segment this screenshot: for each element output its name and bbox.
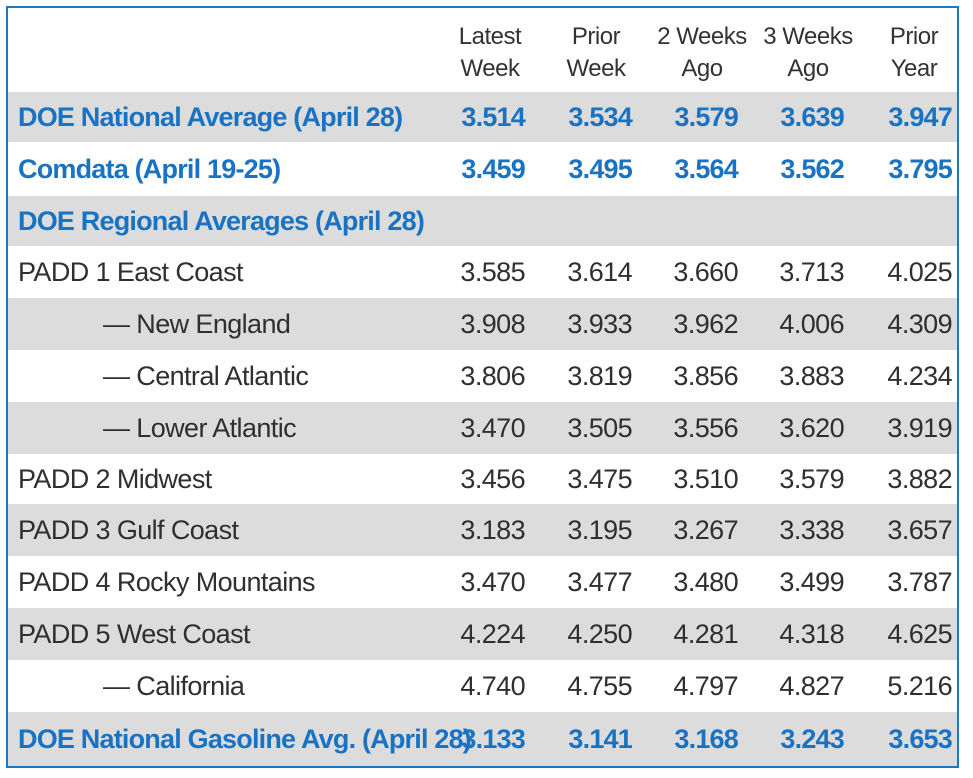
cell-prior-week: 4.755 [567, 670, 632, 701]
cell-prior-week: 3.475 [567, 463, 632, 494]
row-label: DOE National Gasoline Avg. (April 28) [18, 723, 472, 754]
cell-3-weeks-ago: 3.243 [780, 723, 844, 754]
cell-prior-week: 3.495 [568, 153, 632, 184]
row-label: DOE National Average (April 28) [18, 101, 403, 132]
cell-prior-year: 4.234 [887, 360, 952, 391]
cell-prior-year: 3.787 [887, 566, 952, 597]
cell-3-weeks-ago: 3.883 [779, 360, 844, 391]
cell-3-weeks-ago: 3.338 [779, 514, 844, 545]
cell-prior-year: 4.025 [887, 256, 952, 287]
cell-prior-year: 3.653 [888, 723, 952, 754]
table-row: PADD 3 Gulf Coast 3.183 3.195 3.267 3.33… [8, 504, 957, 556]
row-label: — New England [103, 308, 291, 339]
row-label: PADD 4 Rocky Mountains [18, 566, 316, 597]
cell-latest-week: 3.133 [461, 723, 525, 754]
row-label: PADD 3 Gulf Coast [18, 514, 239, 545]
header-prior-week: Prior Week [566, 23, 626, 82]
section-label: DOE Regional Averages (April 28) [18, 205, 425, 236]
cell-latest-week: 4.224 [460, 618, 525, 649]
cell-prior-week: 3.195 [567, 514, 632, 545]
cell-prior-week: 3.505 [567, 412, 632, 443]
cell-prior-week: 3.614 [567, 256, 632, 287]
cell-2-weeks-ago: 3.168 [674, 723, 738, 754]
cell-prior-year: 4.309 [887, 308, 952, 339]
cell-3-weeks-ago: 3.620 [779, 412, 844, 443]
row-label: — Central Atlantic [103, 360, 309, 391]
cell-latest-week: 3.806 [460, 360, 525, 391]
cell-prior-year: 3.919 [887, 412, 952, 443]
cell-latest-week: 4.740 [460, 670, 525, 701]
row-label: PADD 5 West Coast [18, 618, 250, 649]
cell-latest-week: 3.908 [460, 308, 525, 339]
table-row: — Lower Atlantic 3.470 3.505 3.556 3.620… [8, 402, 957, 454]
cell-latest-week: 3.514 [461, 101, 525, 132]
table-row: PADD 4 Rocky Mountains 3.470 3.477 3.480… [8, 556, 957, 608]
cell-latest-week: 3.459 [461, 153, 525, 184]
cell-latest-week: 3.470 [460, 412, 525, 443]
table-row: DOE National Gasoline Avg. (April 28) 3.… [8, 712, 957, 766]
cell-prior-year: 4.625 [887, 618, 952, 649]
cell-3-weeks-ago: 4.827 [779, 670, 844, 701]
cell-prior-week: 3.819 [567, 360, 632, 391]
cell-2-weeks-ago: 3.564 [674, 153, 738, 184]
cell-latest-week: 3.470 [460, 566, 525, 597]
section-row: DOE Regional Averages (April 28) [8, 196, 957, 246]
table-row: Comdata (April 19-25) 3.459 3.495 3.564 … [8, 142, 957, 196]
cell-3-weeks-ago: 3.499 [779, 566, 844, 597]
cell-2-weeks-ago: 3.660 [673, 256, 738, 287]
cell-2-weeks-ago: 4.281 [673, 618, 738, 649]
cell-2-weeks-ago: 3.856 [673, 360, 738, 391]
table-row: — New England 3.908 3.933 3.962 4.006 4.… [8, 298, 957, 350]
table-row: PADD 5 West Coast 4.224 4.250 4.281 4.31… [8, 608, 957, 660]
cell-3-weeks-ago: 3.713 [779, 256, 844, 287]
cell-3-weeks-ago: 4.006 [779, 308, 844, 339]
table-row: DOE National Average (April 28) 3.514 3.… [8, 92, 957, 142]
header-2-weeks-ago: 2 Weeks Ago [657, 23, 747, 82]
row-label: PADD 1 East Coast [18, 256, 243, 287]
row-label: PADD 2 Midwest [18, 463, 212, 494]
cell-prior-week: 3.141 [568, 723, 632, 754]
cell-prior-year: 3.947 [888, 101, 952, 132]
table-row: PADD 2 Midwest 3.456 3.475 3.510 3.579 3… [8, 454, 957, 504]
cell-prior-week: 3.477 [567, 566, 632, 597]
cell-2-weeks-ago: 3.579 [674, 101, 738, 132]
cell-3-weeks-ago: 3.579 [779, 463, 844, 494]
cell-prior-year: 5.216 [887, 670, 952, 701]
cell-3-weeks-ago: 4.318 [779, 618, 844, 649]
cell-prior-year: 3.657 [887, 514, 952, 545]
row-label: Comdata (April 19-25) [18, 153, 281, 184]
cell-3-weeks-ago: 3.639 [780, 101, 844, 132]
header-row: Latest Week Prior Week 2 Weeks Ago 3 Weeks A… [8, 18, 957, 88]
cell-prior-year: 3.795 [888, 153, 952, 184]
cell-latest-week: 3.183 [460, 514, 525, 545]
row-label: — California [103, 670, 245, 701]
price-table: Latest Week Prior Week 2 Weeks Ago 3 Weeks A… [6, 6, 959, 768]
cell-3-weeks-ago: 3.562 [780, 153, 844, 184]
cell-2-weeks-ago: 3.556 [673, 412, 738, 443]
row-label: — Lower Atlantic [103, 412, 297, 443]
cell-prior-week: 4.250 [567, 618, 632, 649]
header-latest-week: Latest Week [458, 23, 522, 82]
table-row: PADD 1 East Coast 3.585 3.614 3.660 3.71… [8, 246, 957, 298]
cell-2-weeks-ago: 3.510 [673, 463, 738, 494]
cell-2-weeks-ago: 3.267 [673, 514, 738, 545]
cell-prior-week: 3.933 [567, 308, 632, 339]
cell-latest-week: 3.585 [460, 256, 525, 287]
table-row: — Central Atlantic 3.806 3.819 3.856 3.8… [8, 350, 957, 402]
cell-2-weeks-ago: 3.962 [673, 308, 738, 339]
cell-latest-week: 3.456 [460, 463, 525, 494]
cell-prior-year: 3.882 [887, 463, 952, 494]
cell-2-weeks-ago: 3.480 [673, 566, 738, 597]
header-3-weeks-ago: 3 Weeks Ago [763, 23, 853, 82]
cell-prior-week: 3.534 [568, 101, 632, 132]
table-row: — California 4.740 4.755 4.797 4.827 5.2… [8, 660, 957, 712]
cell-2-weeks-ago: 4.797 [673, 670, 738, 701]
header-prior-year: Prior Year [889, 23, 939, 82]
